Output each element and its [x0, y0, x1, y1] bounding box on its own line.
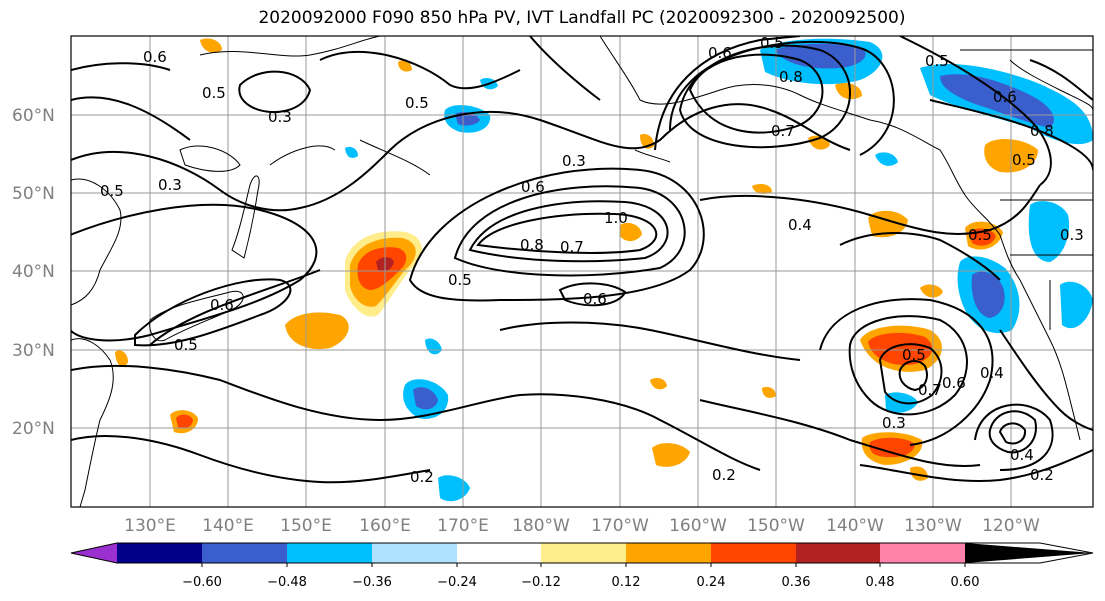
- contour-label-05-japan: 0.5: [174, 336, 198, 354]
- contour-label-06-canada: 0.6: [993, 88, 1017, 106]
- contour-label-05-subtropic: 0.5: [902, 346, 926, 364]
- lat-label-60n: 60°N: [12, 106, 55, 126]
- contour-label-02-se: 0.2: [1030, 466, 1054, 484]
- latitude-labels: 60°N 50°N 40°N 30°N 20°N: [12, 106, 55, 439]
- colorbar-swatch: [287, 543, 372, 563]
- contour-label-04-subtropic: 0.4: [980, 364, 1004, 382]
- colorbar-swatch: [796, 543, 880, 563]
- contour-label-05-canada: 0.5: [925, 52, 949, 70]
- contour-label-05-coast: 0.5: [968, 226, 992, 244]
- contour-label-03-subtropic: 0.3: [882, 414, 906, 432]
- contour-labels: 0.6 0.5 0.3 0.5 0.3 0.5 0.3 0.6 1.0 0.8 …: [100, 34, 1084, 486]
- colorbar-swatch: [457, 543, 541, 563]
- lat-label-50n: 50°N: [12, 184, 55, 204]
- contour-label-05-north: 0.5: [405, 94, 429, 112]
- lat-label-40n: 40°N: [12, 262, 55, 282]
- contour-label-04-se: 0.4: [1010, 446, 1034, 464]
- contour-label-05-west: 0.5: [100, 182, 124, 200]
- contour-label-06-south: 0.6: [583, 290, 607, 308]
- colorbar-outline: [70, 542, 1094, 564]
- lon-label-160w: 160°W: [669, 516, 727, 536]
- lat-label-20n: 20°N: [12, 419, 55, 439]
- lon-label-180w: 180°W: [512, 516, 570, 536]
- contour-label-02-sw: 0.2: [410, 468, 434, 486]
- contour-label-03-coast: 0.3: [1060, 226, 1084, 244]
- contour-label-07-alaska: 0.7: [771, 122, 795, 140]
- contour-label-08-canada: 0.8: [1030, 122, 1054, 140]
- lat-label-30n: 30°N: [12, 341, 55, 361]
- longitude-labels: 130°E 140°E 150°E 160°E 170°E 180°W 170°…: [124, 516, 1040, 536]
- colorbar-swatch: [626, 543, 711, 563]
- colorbar-tick-label: 0.24: [697, 575, 726, 590]
- contour-label-07-center: 0.7: [560, 238, 584, 256]
- contour-label-03-west: 0.3: [158, 176, 182, 194]
- contour-label-05-center: 0.5: [448, 271, 472, 289]
- contour-label-04-east: 0.4: [788, 216, 812, 234]
- colorbar-swatch: [541, 543, 626, 563]
- colorbar-ticks: [201, 563, 966, 567]
- colorbar-tick-label: −0.60: [182, 575, 222, 590]
- contour-label-02-south: 0.2: [712, 466, 736, 484]
- figure-title: 2020092000 F090 850 hPa PV, IVT Landfall…: [258, 8, 906, 28]
- lon-label-150w: 150°W: [747, 516, 805, 536]
- contour-label-03-center: 0.3: [562, 152, 586, 170]
- contour-label-06-center: 0.6: [521, 178, 545, 196]
- colorbar-tick-label: 0.60: [951, 575, 980, 590]
- lon-label-160e: 160°E: [359, 516, 411, 536]
- lon-label-150e: 150°E: [280, 516, 332, 536]
- lon-label-170e: 170°E: [437, 516, 489, 536]
- contour-label-03-north: 0.3: [268, 108, 292, 126]
- colorbar: −0.60 −0.48 −0.36 −0.24 −0.12 0.12 0.24 …: [70, 542, 1094, 590]
- contour-label-06-subtropic: 0.6: [942, 374, 966, 392]
- contour-label-07-subtropic: 0.7: [918, 381, 942, 399]
- colorbar-swatch: [880, 543, 965, 563]
- lon-label-130e: 130°E: [124, 516, 176, 536]
- colorbar-tick-label: −0.48: [267, 575, 307, 590]
- contour-label-06-nw: 0.6: [143, 48, 167, 66]
- contour-label-08-alaska: 0.8: [779, 68, 803, 86]
- colorbar-tick-label: −0.36: [352, 575, 392, 590]
- colorbar-tick-label: 0.36: [782, 575, 811, 590]
- contour-label-10: 1.0: [604, 209, 628, 227]
- lon-label-130w: 130°W: [904, 516, 962, 536]
- colorbar-swatch: [711, 543, 796, 563]
- contour-label-05-alaska: 0.5: [760, 34, 784, 52]
- colorbar-tick-label: 0.48: [866, 575, 895, 590]
- contour-label-08-center: 0.8: [520, 236, 544, 254]
- lon-label-170w: 170°W: [591, 516, 649, 536]
- colorbar-tick-label: −0.24: [437, 575, 477, 590]
- colorbar-swatch: [117, 543, 202, 563]
- lon-label-120w: 120°W: [982, 516, 1040, 536]
- colorbar-swatch: [372, 543, 457, 563]
- contour-label-06-japan: 0.6: [210, 296, 234, 314]
- colorbar-tick-label: 0.12: [612, 575, 641, 590]
- pv-contours: [71, 36, 1093, 484]
- colorbar-tick-label: −0.12: [521, 575, 561, 590]
- contour-label-05-nw: 0.5: [202, 84, 226, 102]
- contour-label-06-alaska: 0.6: [708, 44, 732, 62]
- colorbar-extend-max: [965, 543, 1093, 563]
- colorbar-extend-min: [71, 543, 117, 563]
- lon-label-140e: 140°E: [202, 516, 254, 536]
- coastlines: [71, 36, 1093, 507]
- map-frame: [70, 35, 1094, 508]
- colorbar-swatch: [202, 543, 287, 563]
- contour-label-05-bc: 0.5: [1012, 151, 1036, 169]
- lon-label-140w: 140°W: [826, 516, 884, 536]
